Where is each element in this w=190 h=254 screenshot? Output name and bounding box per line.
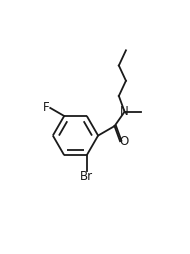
Text: Br: Br <box>80 170 93 183</box>
Text: F: F <box>43 101 49 115</box>
Text: N: N <box>120 105 129 118</box>
Text: O: O <box>119 135 128 148</box>
